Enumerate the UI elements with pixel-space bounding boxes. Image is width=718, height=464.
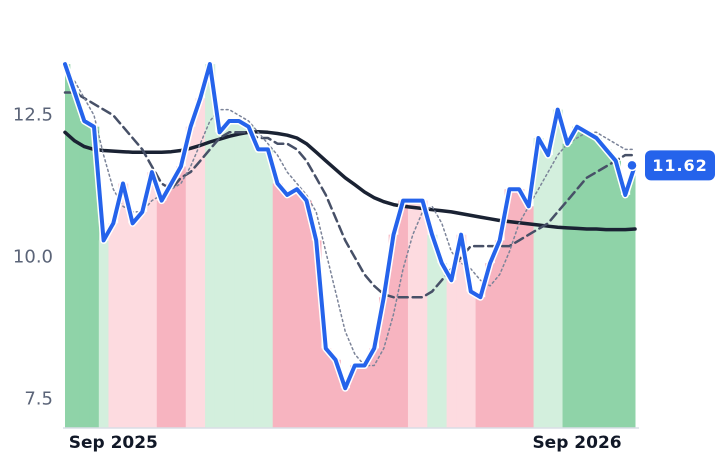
area-segment: [572, 126, 583, 429]
area-segment: [301, 200, 312, 428]
value-badge: [645, 150, 715, 181]
area-segment: [552, 109, 564, 428]
area-segment: [456, 234, 467, 428]
area-segment: [388, 234, 399, 428]
area-segment: [282, 194, 293, 428]
area-segment: [69, 92, 80, 429]
x-tick-label: Sep 2025: [69, 433, 158, 453]
y-tick-label: 7.5: [24, 389, 53, 410]
area-segment: [436, 263, 448, 428]
area-segment: [446, 280, 457, 428]
area-segment: [533, 138, 544, 428]
area-segment: [630, 165, 636, 428]
area-segment: [65, 64, 71, 428]
area-segment: [620, 194, 631, 428]
area-segment: [272, 183, 283, 428]
y-tick-label: 12.5: [13, 104, 53, 125]
area-segment: [156, 200, 167, 428]
area-segment: [185, 126, 196, 429]
area-segment: [321, 348, 332, 428]
area-segment: [340, 388, 351, 428]
area-segment: [601, 149, 612, 428]
area-segment: [350, 365, 361, 428]
area-segment: [98, 240, 109, 428]
average-line: [63, 91, 637, 299]
area-segment: [243, 126, 254, 429]
area-segment: [562, 143, 573, 428]
price-line: [63, 62, 637, 391]
area-segment: [214, 132, 225, 429]
area-segment: [224, 120, 235, 428]
x-tick-label: Sep 2026: [532, 433, 621, 453]
area-segment: [485, 263, 496, 428]
area-segment: [475, 297, 486, 428]
area-segment: [79, 120, 90, 428]
area-segment: [176, 166, 187, 428]
area-segment: [398, 200, 409, 428]
area-segment: [369, 348, 380, 428]
area-segment: [417, 200, 428, 428]
area-segment: [234, 120, 245, 428]
area-segment: [465, 291, 477, 428]
area-segment: [523, 206, 535, 428]
area-segment: [359, 365, 370, 428]
area-segment: [263, 149, 274, 428]
y-tick-label: 10.0: [13, 246, 53, 267]
area-segment: [378, 297, 390, 428]
area-segment: [591, 138, 602, 428]
area-segment: [108, 223, 119, 428]
area-segment: [195, 98, 206, 428]
area-segment: [137, 211, 148, 428]
area-segment: [610, 160, 622, 428]
area-segment: [407, 200, 419, 428]
area-segment: [127, 223, 138, 428]
area-segment: [205, 64, 216, 428]
value-badge-label: 11.62: [652, 156, 708, 175]
area-segment: [253, 149, 264, 428]
area-segment: [494, 240, 506, 428]
area-segment: [292, 189, 303, 428]
area-segment: [581, 132, 593, 429]
area-segment: [427, 234, 438, 428]
area-segment: [89, 126, 100, 429]
area-segment: [514, 189, 525, 428]
area-segment: [504, 189, 515, 428]
last-point: [626, 159, 638, 172]
average-line: [63, 130, 637, 232]
area-segment: [543, 155, 554, 429]
area-segment: [147, 172, 158, 428]
area-segment: [166, 183, 177, 428]
area-segment: [311, 240, 322, 428]
area-segment: [118, 183, 129, 428]
area-segment: [330, 359, 341, 428]
